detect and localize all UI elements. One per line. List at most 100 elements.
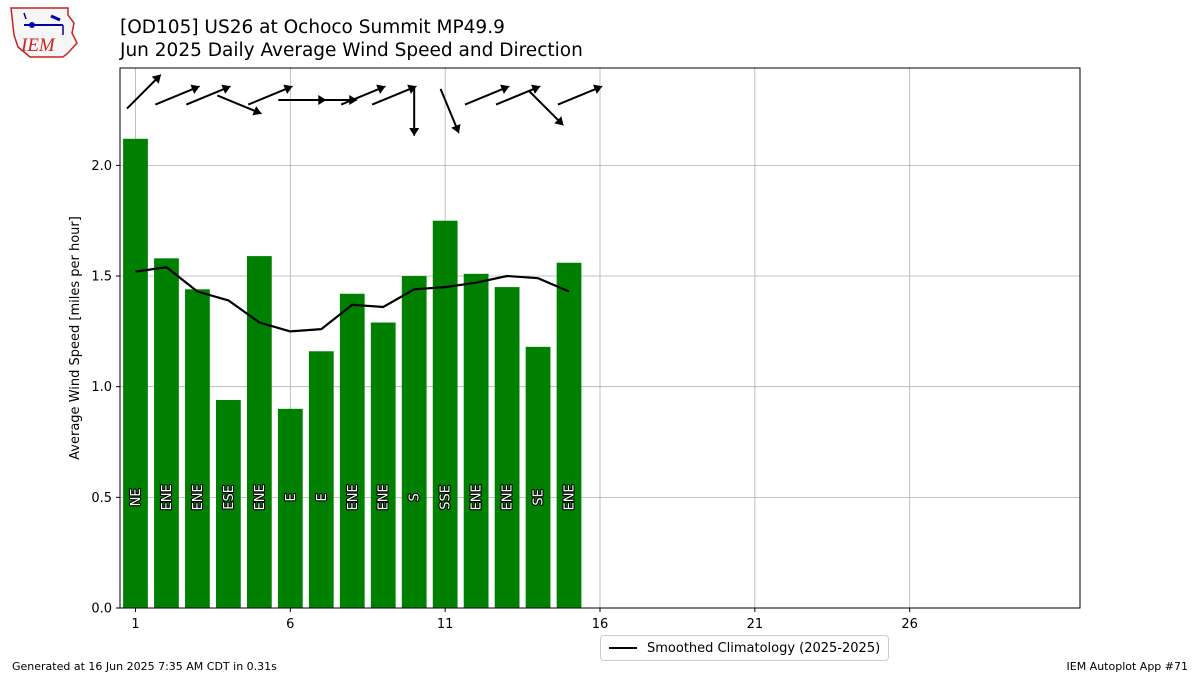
wind-speed-bar [463,273,489,608]
wind-arrow [309,95,358,105]
axis-ticks: 1 6 11 16 21 260.00.51.01.52.0 [91,159,918,632]
app-credit: IEM Autoplot App #71 [1066,660,1189,673]
wind-arrow-head [154,84,200,106]
wind-speed-bar [216,399,241,608]
wind-speed-bar [401,276,427,608]
y-axis-label: Average Wind Speed [miles per hour] [68,216,83,460]
wind-arrow [464,84,510,106]
wind-arrow-head [557,84,603,106]
generated-timestamp: Generated at 16 Jun 2025 7:35 AM CDT in … [12,660,277,673]
wind-speed-bar [525,346,551,608]
wind-arrow [371,84,417,106]
wind-speed-bar [246,256,272,608]
legend: Smoothed Climatology (2025-2025) [600,635,890,661]
wind-arrow-shaft [475,85,510,101]
wind-speed-bar [277,408,303,608]
legend-line-swatch [609,647,637,649]
bar-series [123,138,582,608]
wind-speed-bar [370,322,396,608]
wind-arrow-shaft [259,85,293,101]
chart-title-station: [OD105] US26 at Ochoco Summit MP49.9 [120,17,505,38]
wind-arrow [247,84,293,106]
wind-arrow-shaft [382,85,417,101]
wind-arrow-head [126,74,161,110]
wind-arrow [278,95,327,105]
wind-arrow [340,84,386,106]
wind-arrow-head [278,95,327,105]
y-tick-label: 0.0 [91,602,112,617]
y-tick-label: 1.5 [91,270,112,285]
wind-arrow-shaft [135,74,162,101]
chart-title-description: Jun 2025 Daily Average Wind Speed and Di… [120,40,583,61]
climatology-line-series [135,266,570,333]
legend-label: Smoothed Climatology (2025-2025) [647,640,881,656]
x-tick-label: 21 [747,617,764,632]
wind-arrow-shaft [506,85,541,101]
direction-label: ENE [501,484,516,510]
wind-arrow [495,84,541,106]
x-tick-label: 1 [131,617,139,632]
wind-arrow-shaft [197,85,231,101]
direction-label: E [284,493,299,501]
y-tick-label: 2.0 [91,159,112,174]
wind-speed-bar [123,138,148,608]
wind-arrow [216,94,262,116]
wind-arrow-head [216,94,262,116]
wind-arrow-shaft [352,85,386,101]
wind-arrow [528,90,564,126]
wind-arrow-head [185,84,231,106]
wind-arrow-head [495,84,541,106]
wind-speed-bar [154,258,179,608]
x-tick-label: 16 [592,617,609,632]
direction-label: ENE [191,484,206,510]
wind-arrow-head [371,84,417,106]
wind-arrow-shaft [537,99,564,126]
wind-arrow-shaft [166,85,200,101]
direction-label: SE [532,489,547,505]
x-tick-label: 6 [286,617,294,632]
wind-speed-bar [494,287,520,608]
wind-arrow-head [464,84,510,106]
direction-labels: NE ENE ENE ESE ENE E E ENE ENE S SSE ENE ENE SE ENE [128,483,579,511]
direction-label: ENE [470,484,485,510]
wind-arrow [439,88,461,134]
wind-arrow-head [309,95,358,105]
direction-label: ENE [253,484,268,510]
direction-label: ENE [377,484,392,510]
wind-arrow-head [528,90,564,126]
wind-arrow-shaft [444,99,460,134]
wind-arrow [557,84,603,106]
wind-arrow-shaft [228,99,262,115]
wind-arrow [154,84,200,106]
direction-label: ENE [563,484,578,510]
wind-arrow [409,88,420,136]
wind-arrow [126,74,162,110]
x-tick-label: 11 [437,617,454,632]
direction-label: S [408,493,423,501]
wind-speed-bar [556,262,582,608]
direction-label: ENE [160,484,175,510]
wind-arrow-head [247,84,293,106]
direction-label: NE [129,488,144,506]
wind-arrow-shaft [568,85,603,101]
wind-speed-bar [339,293,365,608]
wind-speed-bar [308,351,334,608]
grid [120,68,1080,609]
direction-label: ESE [222,485,237,510]
plot-frame [119,67,1081,609]
climatology-line [135,266,570,333]
direction-label: SSE [439,485,454,510]
logo-text: IEM [20,35,56,56]
wind-arrow-head [439,88,461,134]
wind-speed-bar [432,220,458,608]
wind-arrow-head [409,88,420,136]
wind-direction-arrows [126,74,603,136]
wind-speed-bar [185,289,210,608]
wind-arrow [185,84,231,106]
direction-label: E [315,493,330,501]
y-tick-label: 0.5 [91,491,112,506]
direction-label: ENE [346,484,361,510]
wind-arrow-head [340,84,386,106]
x-tick-label: 26 [901,617,918,632]
